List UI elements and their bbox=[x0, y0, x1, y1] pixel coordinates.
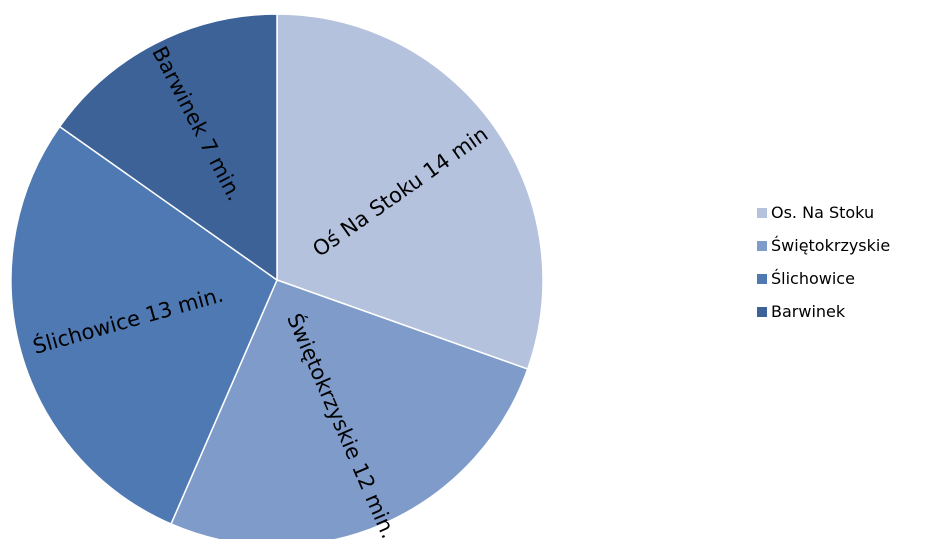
legend-swatch-os-na-stoku bbox=[757, 207, 767, 218]
chart-legend: Os. Na Stoku Świętokrzyskie Ślichowice B… bbox=[757, 196, 890, 328]
legend-label-swietokrzyskie: Świętokrzyskie bbox=[771, 236, 891, 255]
pie-slice-os-na-stoku bbox=[276, 13, 544, 371]
legend-swatch-swietokrzyskie bbox=[757, 240, 767, 251]
legend-item-barwinek: Barwinek bbox=[757, 295, 890, 328]
legend-swatch-slichowice bbox=[757, 273, 767, 284]
pie-slice-barwinek bbox=[58, 13, 278, 282]
legend-swatch-barwinek bbox=[757, 306, 767, 317]
legend-label-os-na-stoku: Os. Na Stoku bbox=[771, 203, 875, 222]
pie-slice-swietokrzyskie bbox=[170, 279, 529, 539]
legend-item-os-na-stoku: Os. Na Stoku bbox=[757, 196, 890, 229]
legend-label-barwinek: Barwinek bbox=[771, 302, 846, 321]
legend-item-swietokrzyskie: Świętokrzyskie bbox=[757, 229, 890, 262]
legend-item-slichowice: Ślichowice bbox=[757, 262, 890, 295]
pie-slice-slichowice bbox=[10, 125, 278, 525]
legend-label-slichowice: Ślichowice bbox=[771, 269, 855, 288]
